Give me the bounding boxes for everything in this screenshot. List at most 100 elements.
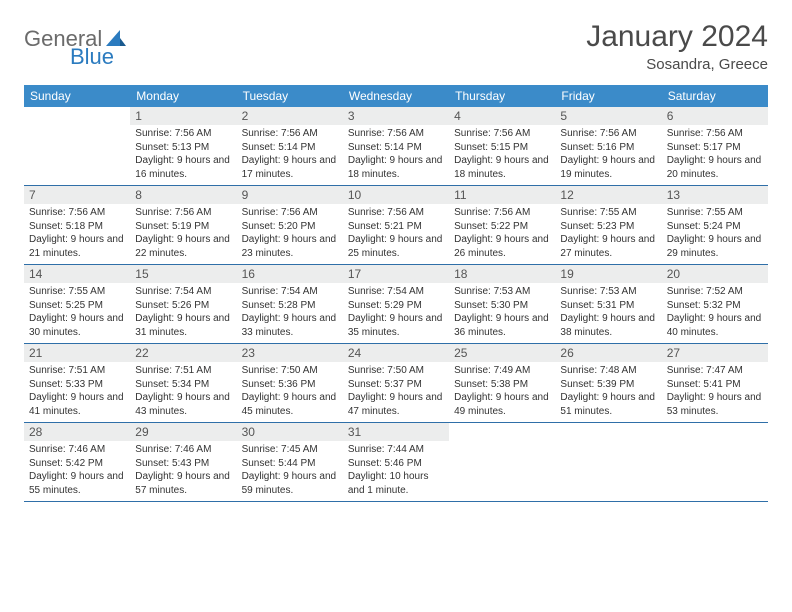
sunrise-text: Sunrise: 7:55 AM: [29, 285, 125, 299]
daylight-text: Daylight: 9 hours and 18 minutes.: [454, 154, 550, 181]
sunset-text: Sunset: 5:14 PM: [348, 141, 444, 155]
day-body: Sunrise: 7:56 AMSunset: 5:19 PMDaylight:…: [130, 204, 236, 264]
week-row: 1Sunrise: 7:56 AMSunset: 5:13 PMDaylight…: [24, 107, 768, 186]
day-number: 3: [343, 107, 449, 125]
daylight-text: Daylight: 9 hours and 40 minutes.: [667, 312, 763, 339]
day-body: Sunrise: 7:50 AMSunset: 5:36 PMDaylight:…: [237, 362, 343, 422]
day-number: 27: [662, 344, 768, 362]
day-cell: 30Sunrise: 7:45 AMSunset: 5:44 PMDayligh…: [237, 423, 343, 501]
daylight-text: Daylight: 9 hours and 29 minutes.: [667, 233, 763, 260]
sunset-text: Sunset: 5:41 PM: [667, 378, 763, 392]
day-number: 23: [237, 344, 343, 362]
day-cell: 12Sunrise: 7:55 AMSunset: 5:23 PMDayligh…: [555, 186, 661, 264]
daylight-text: Daylight: 9 hours and 30 minutes.: [29, 312, 125, 339]
day-number: 1: [130, 107, 236, 125]
week-row: 21Sunrise: 7:51 AMSunset: 5:33 PMDayligh…: [24, 344, 768, 423]
daylight-text: Daylight: 9 hours and 47 minutes.: [348, 391, 444, 418]
daylight-text: Daylight: 9 hours and 20 minutes.: [667, 154, 763, 181]
sunrise-text: Sunrise: 7:54 AM: [242, 285, 338, 299]
day-number: 7: [24, 186, 130, 204]
day-cell: 14Sunrise: 7:55 AMSunset: 5:25 PMDayligh…: [24, 265, 130, 343]
sunset-text: Sunset: 5:18 PM: [29, 220, 125, 234]
day-cell: 31Sunrise: 7:44 AMSunset: 5:46 PMDayligh…: [343, 423, 449, 501]
day-cell: 7Sunrise: 7:56 AMSunset: 5:18 PMDaylight…: [24, 186, 130, 264]
daylight-text: Daylight: 9 hours and 25 minutes.: [348, 233, 444, 260]
day-cell: 5Sunrise: 7:56 AMSunset: 5:16 PMDaylight…: [555, 107, 661, 185]
day-cell: 8Sunrise: 7:56 AMSunset: 5:19 PMDaylight…: [130, 186, 236, 264]
sunset-text: Sunset: 5:13 PM: [135, 141, 231, 155]
day-cell: 21Sunrise: 7:51 AMSunset: 5:33 PMDayligh…: [24, 344, 130, 422]
page-title: January 2024: [586, 20, 768, 54]
title-block: January 2024 Sosandra, Greece: [586, 20, 768, 73]
day-number: 4: [449, 107, 555, 125]
day-cell: 3Sunrise: 7:56 AMSunset: 5:14 PMDaylight…: [343, 107, 449, 185]
day-header: Sunday: [24, 85, 130, 107]
day-number: 24: [343, 344, 449, 362]
day-cell: [24, 107, 130, 185]
day-cell: 16Sunrise: 7:54 AMSunset: 5:28 PMDayligh…: [237, 265, 343, 343]
day-body: Sunrise: 7:56 AMSunset: 5:18 PMDaylight:…: [24, 204, 130, 264]
day-body: Sunrise: 7:47 AMSunset: 5:41 PMDaylight:…: [662, 362, 768, 422]
day-header: Friday: [555, 85, 661, 107]
day-cell: 13Sunrise: 7:55 AMSunset: 5:24 PMDayligh…: [662, 186, 768, 264]
day-header: Saturday: [662, 85, 768, 107]
sunrise-text: Sunrise: 7:55 AM: [667, 206, 763, 220]
week-row: 7Sunrise: 7:56 AMSunset: 5:18 PMDaylight…: [24, 186, 768, 265]
sunrise-text: Sunrise: 7:56 AM: [560, 127, 656, 141]
sunrise-text: Sunrise: 7:52 AM: [667, 285, 763, 299]
day-cell: 18Sunrise: 7:53 AMSunset: 5:30 PMDayligh…: [449, 265, 555, 343]
sunrise-text: Sunrise: 7:56 AM: [242, 127, 338, 141]
day-number: 30: [237, 423, 343, 441]
day-body: Sunrise: 7:46 AMSunset: 5:43 PMDaylight:…: [130, 441, 236, 501]
daylight-text: Daylight: 9 hours and 27 minutes.: [560, 233, 656, 260]
day-body: Sunrise: 7:45 AMSunset: 5:44 PMDaylight:…: [237, 441, 343, 501]
logo-text-blue: Blue: [70, 44, 114, 69]
day-body: Sunrise: 7:54 AMSunset: 5:26 PMDaylight:…: [130, 283, 236, 343]
sunset-text: Sunset: 5:32 PM: [667, 299, 763, 313]
day-number: 29: [130, 423, 236, 441]
day-cell: [555, 423, 661, 501]
day-number: 26: [555, 344, 661, 362]
sunset-text: Sunset: 5:25 PM: [29, 299, 125, 313]
day-number: 20: [662, 265, 768, 283]
day-cell: 27Sunrise: 7:47 AMSunset: 5:41 PMDayligh…: [662, 344, 768, 422]
daylight-text: Daylight: 9 hours and 16 minutes.: [135, 154, 231, 181]
day-body: Sunrise: 7:56 AMSunset: 5:14 PMDaylight:…: [237, 125, 343, 185]
day-cell: [662, 423, 768, 501]
day-cell: 26Sunrise: 7:48 AMSunset: 5:39 PMDayligh…: [555, 344, 661, 422]
sunset-text: Sunset: 5:15 PM: [454, 141, 550, 155]
sunset-text: Sunset: 5:26 PM: [135, 299, 231, 313]
sunrise-text: Sunrise: 7:53 AM: [560, 285, 656, 299]
sunset-text: Sunset: 5:28 PM: [242, 299, 338, 313]
day-header: Monday: [130, 85, 236, 107]
day-body: Sunrise: 7:56 AMSunset: 5:21 PMDaylight:…: [343, 204, 449, 264]
sunrise-text: Sunrise: 7:56 AM: [348, 127, 444, 141]
day-cell: 15Sunrise: 7:54 AMSunset: 5:26 PMDayligh…: [130, 265, 236, 343]
day-body: Sunrise: 7:54 AMSunset: 5:28 PMDaylight:…: [237, 283, 343, 343]
daylight-text: Daylight: 9 hours and 23 minutes.: [242, 233, 338, 260]
week-row: 28Sunrise: 7:46 AMSunset: 5:42 PMDayligh…: [24, 423, 768, 502]
day-cell: 23Sunrise: 7:50 AMSunset: 5:36 PMDayligh…: [237, 344, 343, 422]
sunset-text: Sunset: 5:31 PM: [560, 299, 656, 313]
sunrise-text: Sunrise: 7:53 AM: [454, 285, 550, 299]
sunrise-text: Sunrise: 7:56 AM: [454, 206, 550, 220]
day-number: 15: [130, 265, 236, 283]
day-body: Sunrise: 7:53 AMSunset: 5:30 PMDaylight:…: [449, 283, 555, 343]
sunrise-text: Sunrise: 7:51 AM: [29, 364, 125, 378]
day-cell: 20 Sunrise: 7:52 AMSunset: 5:32 PMDayligh…: [662, 265, 768, 343]
location: Sosandra, Greece: [586, 56, 768, 73]
sunset-text: Sunset: 5:16 PM: [560, 141, 656, 155]
sunrise-text: Sunrise: 7:56 AM: [29, 206, 125, 220]
day-body: Sunrise: 7:55 AMSunset: 5:23 PMDaylight:…: [555, 204, 661, 264]
sunset-text: Sunset: 5:38 PM: [454, 378, 550, 392]
sunset-text: Sunset: 5:33 PM: [29, 378, 125, 392]
day-cell: 2Sunrise: 7:56 AMSunset: 5:14 PMDaylight…: [237, 107, 343, 185]
day-body: Sunrise: 7:56 AMSunset: 5:22 PMDaylight:…: [449, 204, 555, 264]
day-number: 11: [449, 186, 555, 204]
day-body: Sunrise: 7:56 AMSunset: 5:14 PMDaylight:…: [343, 125, 449, 185]
sunrise-text: Sunrise: 7:48 AM: [560, 364, 656, 378]
day-number: 12: [555, 186, 661, 204]
day-body: Sunrise: 7:53 AMSunset: 5:31 PMDaylight:…: [555, 283, 661, 343]
day-cell: 10Sunrise: 7:56 AMSunset: 5:21 PMDayligh…: [343, 186, 449, 264]
day-cell: 19Sunrise: 7:53 AMSunset: 5:31 PMDayligh…: [555, 265, 661, 343]
